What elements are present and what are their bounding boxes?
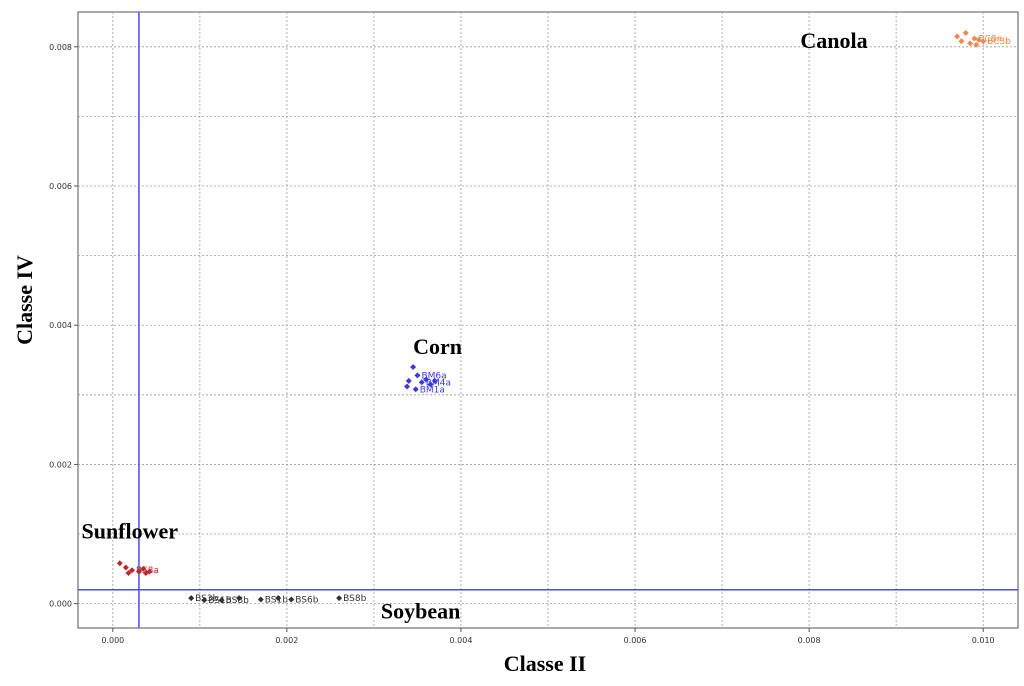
y-tick-label: 0.000 (49, 600, 72, 609)
corn-point (427, 381, 434, 388)
cluster-labels: Canola Corn Sunflower Soybean (81, 28, 867, 624)
x-tick-label: 0.002 (275, 636, 298, 645)
corn-point (414, 372, 421, 379)
soybean-point (236, 595, 243, 602)
sunflower-point (122, 564, 129, 571)
canola-point (967, 40, 974, 47)
corn-point (431, 377, 438, 384)
corn-point-label: BM6a (421, 371, 446, 381)
soybean-point-label: BS3b (195, 594, 218, 604)
grid (78, 12, 1018, 628)
canola-point (962, 29, 969, 36)
sunflower-point (146, 568, 153, 575)
corn-point (423, 376, 430, 383)
soybean-point (336, 595, 343, 602)
reference-lines (78, 12, 1018, 628)
x-tick-label: 0.006 (624, 636, 647, 645)
y-tick-label: 0.004 (49, 321, 72, 330)
canola-point (973, 41, 980, 48)
sunflower-point (125, 570, 132, 577)
cluster-label-corn: Corn (413, 334, 462, 359)
sunflower-point (140, 565, 147, 572)
corn-point (405, 377, 412, 384)
soybean-point-label: BS1b (265, 595, 288, 605)
soybean-point (218, 597, 225, 604)
soybean-point-label: BS8b (226, 596, 249, 606)
corn-point-label: BM4a (426, 378, 451, 388)
corn-point (404, 383, 410, 390)
x-tick-label: 0.010 (972, 636, 995, 645)
sunflower-point (116, 560, 123, 567)
canola-point (958, 38, 965, 45)
corn-point-label: BM1a (420, 385, 445, 395)
soybean-point (288, 596, 295, 603)
soybean-point (201, 597, 208, 604)
corn-point (410, 363, 417, 370)
corn-point (412, 386, 419, 393)
canola-point (954, 33, 961, 40)
sunflower-point (128, 567, 135, 574)
soybean-point (257, 596, 264, 603)
y-tick-label: 0.006 (49, 182, 72, 191)
canola-point-label: BC8a (978, 34, 1002, 44)
soybean-point-label: BS8b (343, 594, 366, 604)
y-tick-label: 0.002 (49, 460, 72, 469)
data-points: BC8aBC3bBM6aBM4aBM1aBS8aBS3bBS1bBS8bBS1b… (116, 29, 1011, 606)
cluster-label-soybean: Soybean (381, 599, 460, 624)
sunflower-point (135, 568, 142, 575)
x-tick-label: 0.008 (798, 636, 821, 645)
cluster-label-canola: Canola (800, 28, 867, 53)
canola-point (980, 38, 987, 45)
y-axis-ticks: 0.000 0.002 0.004 0.006 0.008 (49, 43, 78, 609)
x-tick-label: 0.004 (450, 636, 473, 645)
soybean-point (275, 595, 282, 602)
canola-point-label: BC3b (987, 37, 1011, 47)
y-axis-title: Classe IV (12, 255, 37, 345)
soybean-point-label: BS6b (295, 595, 318, 605)
soybean-point (188, 595, 195, 602)
cluster-label-sunflower: Sunflower (81, 519, 178, 544)
y-tick-label: 0.008 (49, 43, 72, 52)
x-axis-title: Classe II (504, 651, 587, 676)
corn-point (418, 379, 425, 386)
x-axis-ticks: 0.000 0.002 0.004 0.006 0.008 0.010 (101, 628, 995, 645)
x-tick-label: 0.000 (101, 636, 124, 645)
